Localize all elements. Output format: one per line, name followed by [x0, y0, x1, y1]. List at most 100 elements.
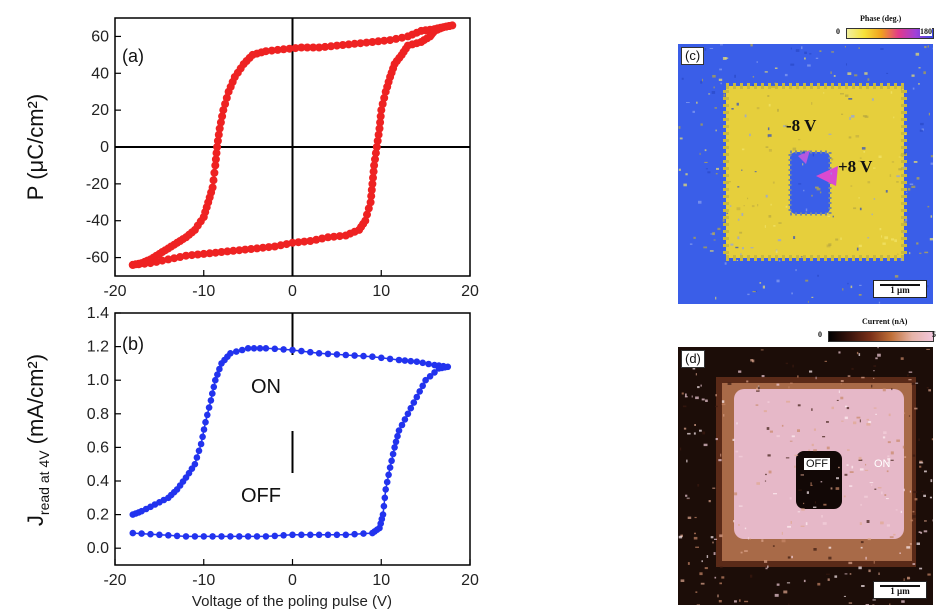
- texture-speck: [887, 462, 889, 464]
- texture-speck: [858, 47, 860, 49]
- phase-colorbar: [846, 28, 934, 39]
- texture-speck: [871, 484, 873, 487]
- texture-speck: [930, 215, 933, 218]
- texture-speck: [712, 541, 714, 544]
- data-point: [380, 502, 388, 510]
- texture-speck: [828, 133, 832, 135]
- texture-speck: [860, 503, 862, 506]
- data-point: [360, 530, 367, 537]
- data-point: [165, 532, 172, 539]
- texture-speck: [915, 52, 920, 56]
- texture-speck: [739, 599, 741, 602]
- texture-speck: [903, 220, 907, 224]
- texture-speck: [700, 80, 703, 84]
- texture-speck: [909, 543, 912, 545]
- texture-speck: [877, 347, 879, 349]
- texture-speck: [767, 134, 772, 137]
- texture-speck: [900, 87, 902, 91]
- texture-speck: [705, 399, 708, 402]
- texture-speck: [855, 135, 860, 138]
- texture-speck: [920, 531, 923, 534]
- data-point: [404, 410, 412, 418]
- data-point: [222, 93, 231, 102]
- texture-speck: [906, 546, 911, 549]
- texture-speck: [752, 291, 756, 293]
- data-point: [395, 427, 403, 434]
- texture-speck: [908, 379, 912, 381]
- texture-speck: [873, 167, 876, 169]
- data-point: [210, 383, 218, 391]
- texture-speck: [919, 129, 923, 132]
- data-point: [247, 245, 256, 253]
- data-point: [306, 237, 315, 245]
- data-point: [164, 255, 173, 264]
- texture-speck: [843, 495, 846, 498]
- texture-speck: [889, 603, 891, 605]
- texture-speck: [900, 258, 903, 261]
- texture-speck: [882, 242, 886, 245]
- written-square-edge: [723, 83, 907, 261]
- texture-speck: [755, 404, 759, 406]
- texture-speck: [708, 500, 711, 503]
- texture-speck: [797, 429, 800, 432]
- texture-speck: [850, 185, 853, 187]
- x-tick-label: 20: [461, 572, 479, 589]
- texture-speck: [904, 133, 907, 136]
- data-point: [369, 167, 378, 176]
- texture-speck: [831, 406, 834, 410]
- off-region-label: OFF: [804, 458, 830, 470]
- data-point: [367, 186, 376, 194]
- texture-speck: [848, 98, 853, 100]
- texture-speck: [719, 68, 722, 71]
- data-point: [204, 411, 211, 419]
- texture-speck: [761, 539, 764, 542]
- texture-speck: [764, 560, 768, 563]
- texture-speck: [813, 548, 817, 551]
- texture-speck: [886, 470, 889, 473]
- data-point: [227, 350, 234, 357]
- texture-speck: [697, 386, 700, 389]
- data-point: [307, 531, 314, 539]
- texture-speck: [929, 238, 933, 241]
- texture-speck: [860, 541, 864, 544]
- texture-speck: [787, 525, 791, 528]
- data-point: [338, 41, 347, 49]
- texture-speck: [909, 252, 911, 255]
- texture-speck: [715, 438, 718, 441]
- texture-speck: [749, 133, 751, 137]
- texture-speck: [848, 602, 853, 604]
- data-point: [382, 486, 390, 493]
- texture-speck: [823, 503, 827, 506]
- data-point: [229, 246, 238, 255]
- texture-speck: [762, 285, 765, 289]
- data-point: [366, 198, 375, 207]
- texture-speck: [887, 441, 891, 444]
- texture-speck: [921, 128, 924, 131]
- scale-bar-d-line: [880, 585, 920, 587]
- texture-speck: [700, 123, 703, 126]
- texture-speck: [831, 158, 834, 161]
- data-point: [329, 232, 338, 241]
- texture-speck: [815, 57, 819, 59]
- texture-speck: [744, 114, 747, 118]
- texture-speck: [836, 477, 839, 480]
- texture-speck: [841, 420, 844, 422]
- texture-speck: [764, 71, 768, 73]
- pink-arrow: [816, 166, 838, 186]
- texture-speck: [678, 535, 683, 539]
- panel-b-ylabel: Jread at 4V (mA/cm²): [23, 354, 52, 526]
- texture-speck: [866, 418, 869, 421]
- texture-speck: [898, 156, 901, 158]
- texture-speck: [871, 384, 873, 388]
- y-tick-label: 40: [91, 65, 109, 82]
- texture-speck: [726, 212, 729, 214]
- data-point: [386, 464, 394, 471]
- texture-speck: [890, 451, 894, 455]
- texture-speck: [704, 567, 708, 570]
- data-point: [146, 259, 155, 268]
- texture-speck: [883, 431, 887, 434]
- data-point: [309, 43, 318, 52]
- texture-speck: [737, 186, 740, 188]
- texture-speck: [834, 575, 838, 578]
- texture-speck: [756, 390, 760, 392]
